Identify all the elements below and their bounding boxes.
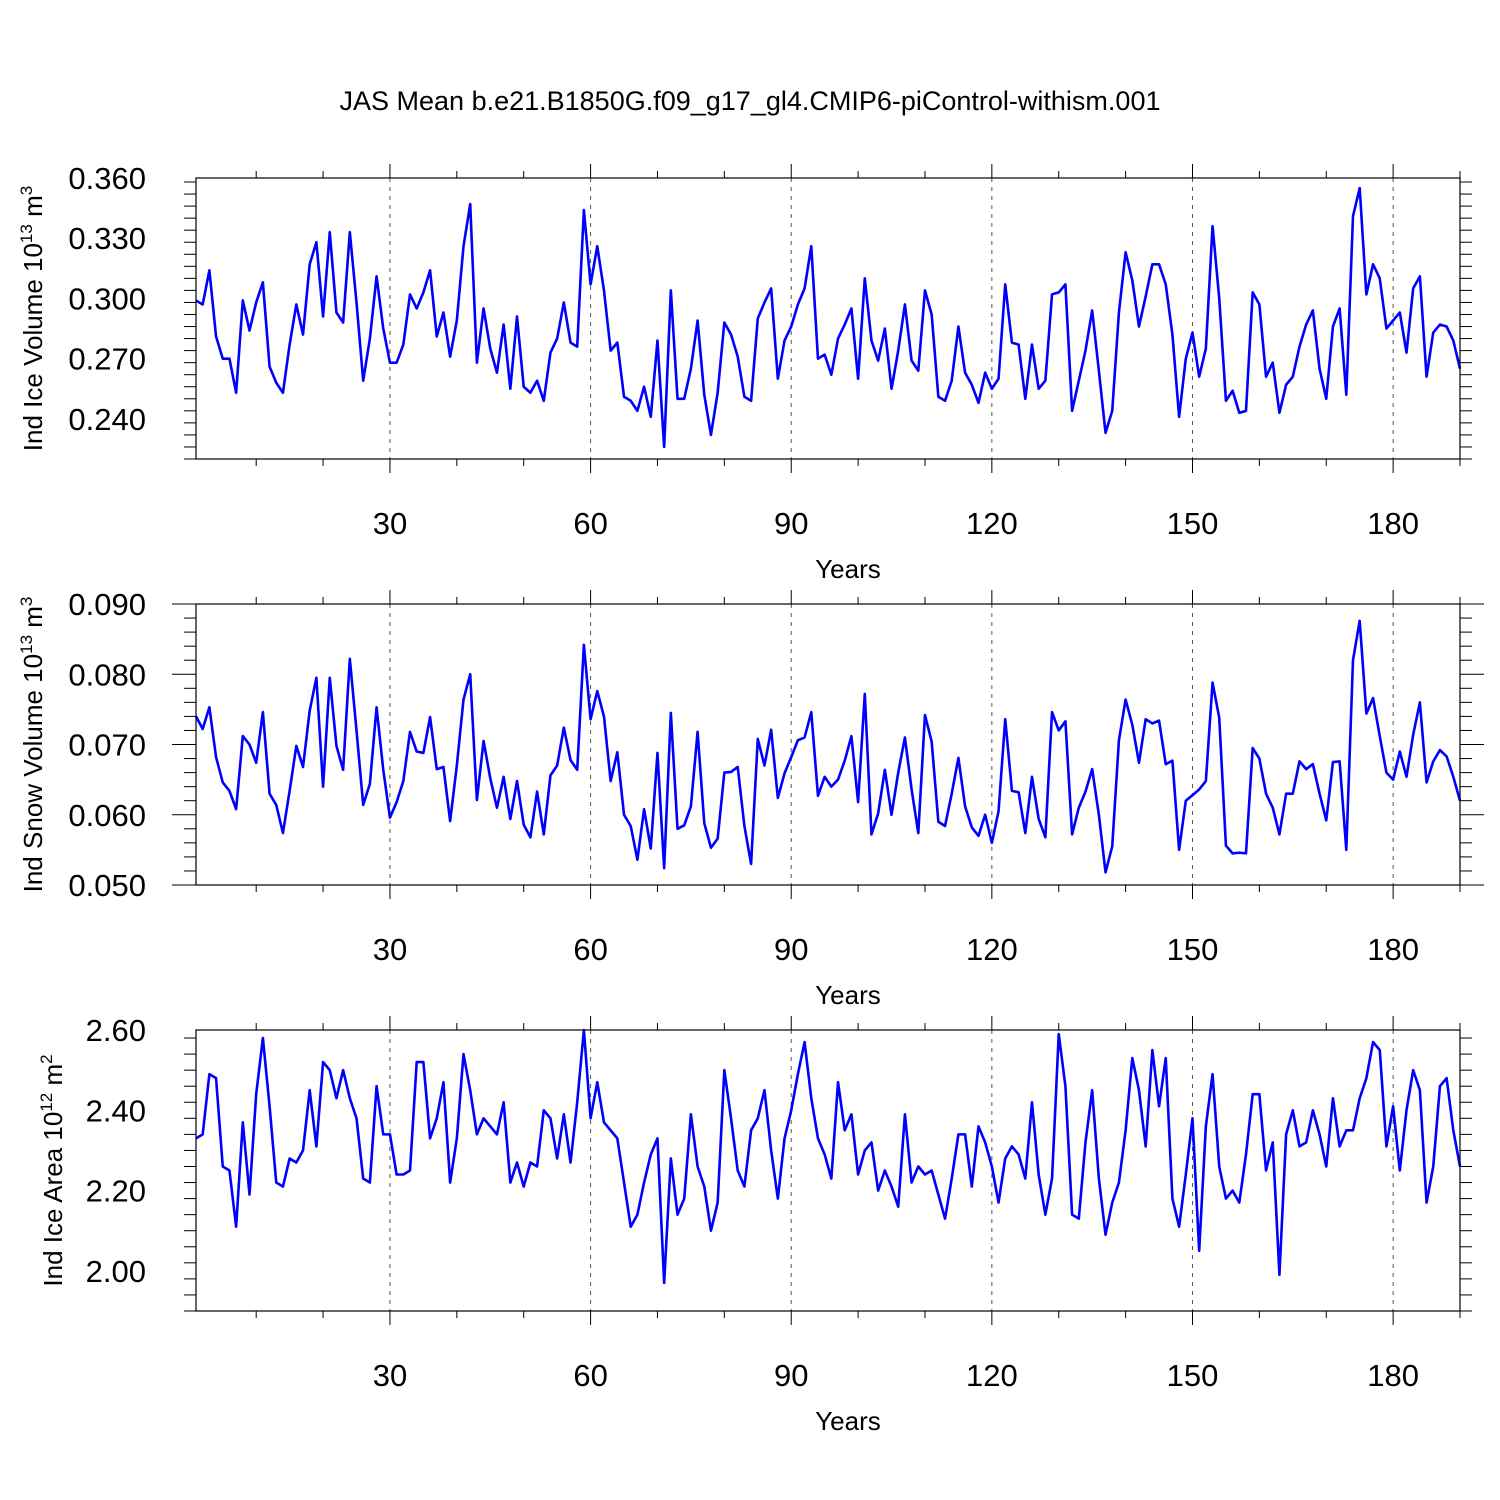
x-axis-label: Years — [815, 554, 881, 584]
y-tick-label: 0.050 — [68, 868, 146, 903]
x-tick-label: 180 — [1367, 932, 1419, 967]
x-tick-label: 150 — [1167, 506, 1219, 541]
y-axis-label: Ind Ice Volume 1013 m3 — [17, 186, 48, 451]
y-tick-label: 2.00 — [86, 1254, 146, 1289]
x-tick-label: 60 — [573, 932, 607, 967]
panel-2: 30 60 90 120 150 180 0.050 0.060 0.070 0.080 0.090… — [17, 587, 1484, 1010]
x-tick-label: 90 — [774, 506, 808, 541]
series-line — [194, 619, 1462, 874]
x-tick-label: 120 — [966, 506, 1018, 541]
x-tick-label: 180 — [1367, 506, 1419, 541]
x-tick-label: 60 — [573, 1358, 607, 1393]
x-tick-label: 150 — [1167, 932, 1219, 967]
y-tick-label: 0.360 — [68, 161, 146, 196]
y-tick-label: 0.330 — [68, 221, 146, 256]
x-tick-label: 30 — [373, 506, 407, 541]
x-tick-label: 30 — [373, 1358, 407, 1393]
y-axis-label: Ind Ice Area 1012 m2 — [37, 1054, 68, 1286]
plot-frame — [195, 603, 1461, 886]
y-tick-label: 0.300 — [68, 281, 146, 316]
y-tick-label: 0.080 — [68, 657, 146, 692]
x-tick-label: 150 — [1167, 1358, 1219, 1393]
y-tick-label: 2.60 — [86, 1013, 146, 1048]
x-tick-label: 90 — [774, 932, 808, 967]
x-axis-label: Years — [815, 980, 881, 1010]
panel-1: 30 60 90 120 150 180 0.240 0.270 0.300 0.330 0.360… — [17, 161, 1472, 584]
x-tick-label: 180 — [1367, 1358, 1419, 1393]
plot-frame — [195, 177, 1461, 460]
x-tick-label: 90 — [774, 1358, 808, 1393]
y-tick-label: 0.060 — [68, 798, 146, 833]
x-tick-label: 120 — [966, 932, 1018, 967]
x-tick-label: 120 — [966, 1358, 1018, 1393]
y-tick-label: 2.20 — [86, 1174, 146, 1209]
x-tick-label: 60 — [573, 506, 607, 541]
y-tick-label: 0.270 — [68, 342, 146, 377]
figure-title: JAS Mean b.e21.B1850G.f09_g17_gl4.CMIP6-… — [339, 86, 1161, 116]
y-tick-label: 0.070 — [68, 728, 146, 763]
y-tick-label: 0.090 — [68, 587, 146, 622]
plot-frame — [195, 1029, 1461, 1312]
y-tick-label: 0.240 — [68, 402, 146, 437]
panel-3: 30 60 90 120 150 180 2.00 2.20 2.40 2.60 Years Ind … — [37, 1013, 1472, 1436]
x-tick-label: 30 — [373, 932, 407, 967]
y-tick-label: 2.40 — [86, 1093, 146, 1128]
y-axis-label: Ind Snow Volume 1013 m3 — [17, 597, 48, 893]
x-axis-label: Years — [815, 1406, 881, 1436]
series-line — [195, 186, 1462, 449]
series-line — [195, 1028, 1462, 1285]
